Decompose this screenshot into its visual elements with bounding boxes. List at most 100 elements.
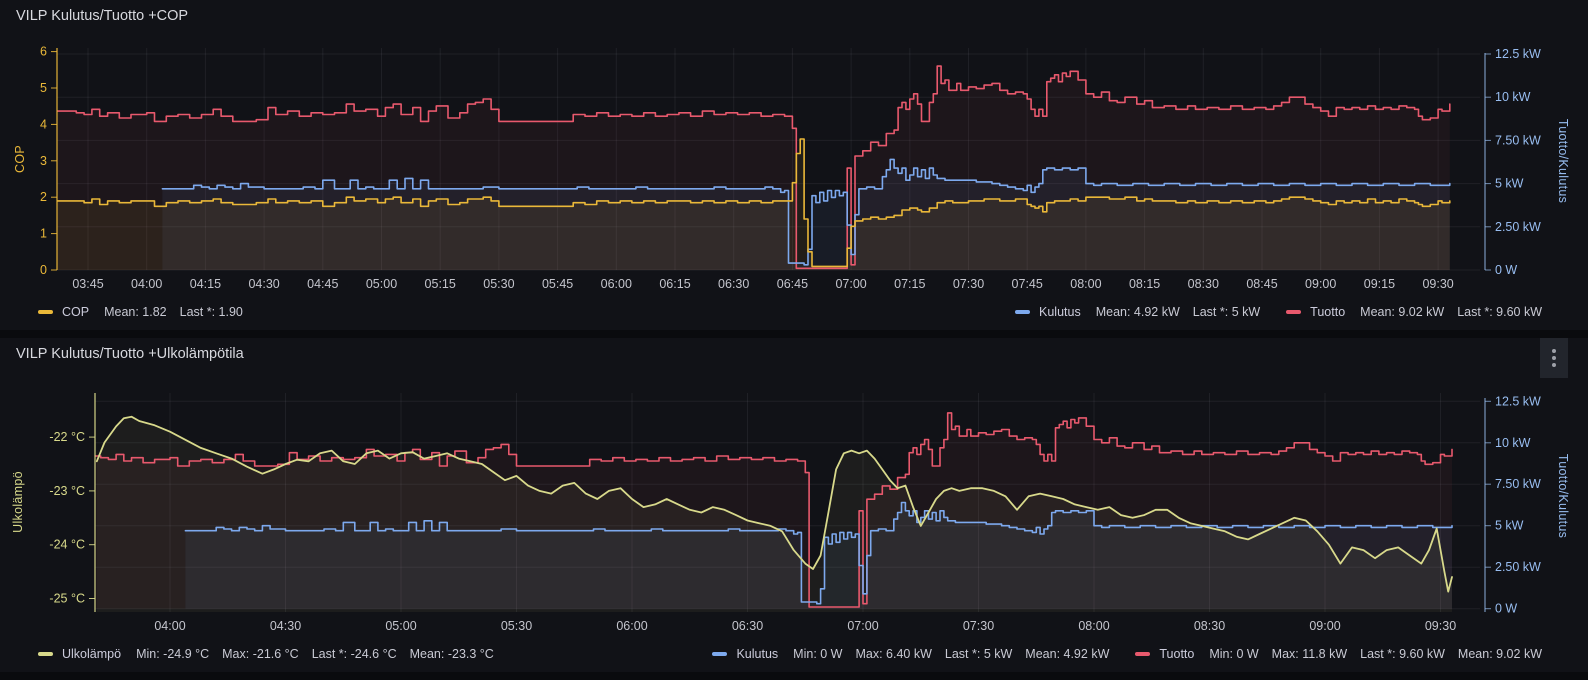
legend-item-ulkolämpö[interactable]: Ulkolämpö Min: -24.9 °C Max: -21.6 °C Last … [38,647,494,661]
legend: Ulkolämpö Min: -24.9 °C Max: -21.6 °C Last … [0,642,1588,672]
svg-text:2.50 kW: 2.50 kW [1495,560,1541,574]
svg-text:04:30: 04:30 [248,277,279,291]
legend-series-dash-icon [38,652,53,656]
panel-menu-kebab-icon[interactable] [1540,338,1568,378]
svg-text:09:00: 09:00 [1309,619,1340,633]
legend-series-dash-icon [1135,652,1151,656]
legend-item-tuotto[interactable]: Tuotto Min: 0 W Max: 11.8 kW Last *: 9.60 k… [1135,647,1542,661]
svg-text:06:00: 06:00 [601,277,632,291]
svg-text:06:00: 06:00 [616,619,647,633]
svg-text:07:30: 07:30 [953,277,984,291]
svg-text:04:30: 04:30 [270,619,301,633]
legend-series-dash-icon [1286,310,1302,314]
svg-text:06:45: 06:45 [777,277,808,291]
legend-stat: Mean: 1.82 [104,305,167,319]
svg-text:5: 5 [40,81,47,95]
svg-text:07:45: 07:45 [1012,277,1043,291]
time-series-chart[interactable]: -25 °C -24 °C -23 °C -22 °C 0 W 2.50 kW 5 kW 7.… [0,368,1588,642]
legend-stat: Mean: -23.3 °C [409,647,494,661]
legend-item-cop[interactable]: COP Mean: 1.82 Last *: 1.90 [38,305,243,319]
panel-vilp-ulkolampotila: VILP Kulutus/Tuotto +Ulkolämpötila -25 °… [0,338,1588,672]
legend-stat: Min: -24.9 °C [136,647,210,661]
svg-text:04:45: 04:45 [307,277,338,291]
svg-text:2.50 kW: 2.50 kW [1495,220,1541,234]
legend-stat: Last *: 5 kW [944,647,1013,661]
svg-text:1: 1 [40,227,47,241]
legend-stat: Mean: 9.02 kW [1457,647,1542,661]
panel-title[interactable]: VILP Kulutus/Tuotto +COP [16,8,189,24]
legend-series-label: COP [62,305,90,319]
svg-text:4: 4 [40,117,47,131]
svg-text:08:00: 08:00 [1078,619,1109,633]
svg-text:-23 °C: -23 °C [49,484,85,498]
svg-text:0: 0 [40,263,47,277]
legend-stat: Min: 0 W [793,647,843,661]
svg-text:05:00: 05:00 [366,277,397,291]
legend-series-label: Kulutus [736,647,779,661]
svg-text:05:00: 05:00 [385,619,416,633]
legend-stat: Mean: 4.92 kW [1095,305,1180,319]
svg-text:6: 6 [40,45,47,59]
svg-text:05:15: 05:15 [425,277,456,291]
legend-item-kulutus[interactable]: Kulutus Min: 0 W Max: 6.40 kW Last *: 5 kW M… [712,647,1109,661]
svg-text:10 kW: 10 kW [1495,436,1531,450]
svg-text:09:30: 09:30 [1422,277,1453,291]
legend-stat: Last *: 5 kW [1192,305,1261,319]
legend-series-label: Tuotto [1159,647,1195,661]
legend-stat: Min: 0 W [1209,647,1259,661]
svg-text:05:30: 05:30 [501,619,532,633]
svg-text:05:45: 05:45 [542,277,573,291]
legend-stat: Max: 6.40 kW [855,647,932,661]
svg-text:04:15: 04:15 [190,277,221,291]
svg-text:5 kW: 5 kW [1495,177,1524,191]
svg-text:07:15: 07:15 [894,277,925,291]
legend-item-kulutus[interactable]: Kulutus Mean: 4.92 kW Last *: 5 kW [1015,305,1260,319]
svg-text:07:30: 07:30 [963,619,994,633]
svg-text:0 W: 0 W [1495,602,1517,616]
legend-stat: Last *: 1.90 [179,305,243,319]
svg-text:-25 °C: -25 °C [49,592,85,606]
svg-text:12.5 kW: 12.5 kW [1495,394,1541,408]
svg-text:08:30: 08:30 [1194,619,1225,633]
svg-text:5 kW: 5 kW [1495,519,1524,533]
svg-text:08:45: 08:45 [1246,277,1277,291]
svg-text:09:30: 09:30 [1425,619,1456,633]
time-series-chart[interactable]: 0 1 2 3 4 5 6 0 W 2.50 kW 5 kW 7.50 kW 10 kW 12.5 kW… [0,30,1588,300]
svg-text:-22 °C: -22 °C [49,430,85,444]
legend-stat: Last *: 9.60 kW [1360,647,1445,661]
legend-series-label: Ulkolämpö [62,647,122,661]
svg-text:09:00: 09:00 [1305,277,1336,291]
svg-text:03:45: 03:45 [72,277,103,291]
svg-text:07:00: 07:00 [835,277,866,291]
legend-stat: Max: 11.8 kW [1271,647,1348,661]
svg-text:05:30: 05:30 [483,277,514,291]
legend-series-dash-icon [1015,310,1030,314]
svg-text:12.5 kW: 12.5 kW [1495,47,1541,61]
svg-text:06:30: 06:30 [718,277,749,291]
legend-series-dash-icon [38,310,53,314]
legend: COP Mean: 1.82 Last *: 1.90 Kulutus Mean: 4.… [0,300,1588,330]
legend-series-label: Kulutus [1039,305,1081,319]
legend-series-dash-icon [712,652,728,656]
svg-text:10 kW: 10 kW [1495,90,1531,104]
legend-stat: Last *: 9.60 kW [1457,305,1542,319]
svg-text:7.50 kW: 7.50 kW [1495,477,1541,491]
svg-text:7.50 kW: 7.50 kW [1495,133,1541,147]
svg-text:2: 2 [40,190,47,204]
legend-item-tuotto[interactable]: Tuotto Mean: 9.02 kW Last *: 9.60 kW [1286,305,1542,319]
legend-stat: Max: -21.6 °C [222,647,299,661]
svg-text:-24 °C: -24 °C [49,538,85,552]
svg-text:08:30: 08:30 [1188,277,1219,291]
panel-vilp-cop: VILP Kulutus/Tuotto +COP 0 1 2 3 4 5 6 0 W 2.50 … [0,0,1588,330]
svg-text:3: 3 [40,154,47,168]
svg-text:04:00: 04:00 [154,619,185,633]
panel-title[interactable]: VILP Kulutus/Tuotto +Ulkolämpötila [16,346,244,362]
svg-text:08:15: 08:15 [1129,277,1160,291]
legend-stat: Mean: 9.02 kW [1360,305,1445,319]
svg-text:0 W: 0 W [1495,263,1517,277]
svg-text:09:15: 09:15 [1364,277,1395,291]
legend-series-label: Tuotto [1310,305,1346,319]
legend-stat: Mean: 4.92 kW [1025,647,1110,661]
svg-text:07:00: 07:00 [847,619,878,633]
svg-text:06:30: 06:30 [732,619,763,633]
